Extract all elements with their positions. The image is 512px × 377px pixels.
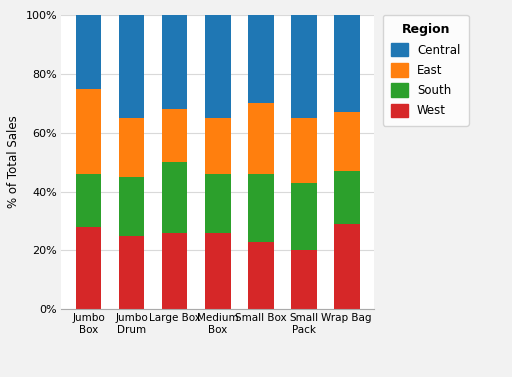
Bar xyxy=(76,89,101,174)
Bar xyxy=(248,15,273,103)
Bar xyxy=(248,242,273,309)
Bar xyxy=(334,171,359,224)
Bar xyxy=(291,183,316,250)
Bar xyxy=(162,162,187,233)
Bar xyxy=(76,227,101,309)
Bar xyxy=(248,103,273,174)
Bar xyxy=(291,15,316,118)
Bar xyxy=(205,15,230,118)
Bar xyxy=(76,174,101,227)
Bar xyxy=(334,112,359,171)
Bar xyxy=(205,118,230,174)
Legend: Central, East, South, West: Central, East, South, West xyxy=(383,15,468,126)
Bar xyxy=(248,174,273,242)
Bar xyxy=(162,15,187,109)
Bar xyxy=(205,233,230,309)
Bar xyxy=(119,236,144,309)
Bar xyxy=(119,118,144,177)
Bar xyxy=(205,174,230,233)
Bar xyxy=(334,224,359,309)
Bar xyxy=(291,118,316,183)
Bar xyxy=(291,250,316,309)
Bar xyxy=(162,233,187,309)
Bar xyxy=(334,15,359,112)
Bar xyxy=(162,109,187,162)
Bar xyxy=(119,177,144,236)
Y-axis label: % of Total Sales: % of Total Sales xyxy=(7,116,20,208)
Bar xyxy=(119,15,144,118)
Bar xyxy=(76,15,101,89)
